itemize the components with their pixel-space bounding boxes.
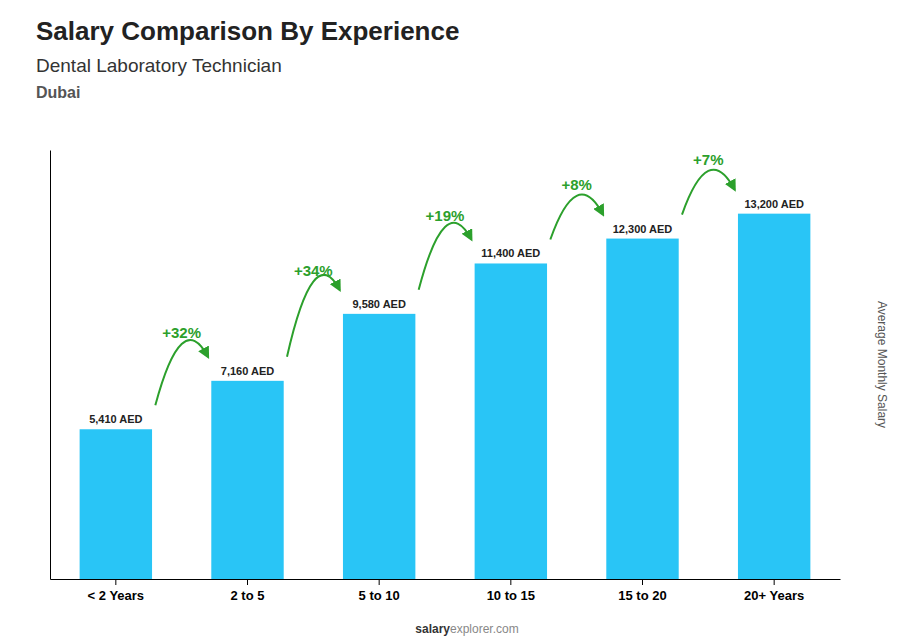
growth-label: +7% [693, 151, 723, 168]
y-axis-title: Average Monthly Salary [875, 301, 889, 428]
growth-arrow [287, 275, 340, 357]
x-tick: 15 to 20 [618, 579, 666, 603]
growth-label: +32% [162, 324, 201, 341]
growth-label: +34% [294, 262, 333, 279]
data-label: 7,160 AED [221, 365, 274, 377]
x-tick: 5 to 10 [359, 579, 400, 603]
data-label: 5,410 AED [89, 413, 142, 425]
subtitle: Dental Laboratory Technician [36, 55, 282, 76]
x-tick-mark [510, 579, 511, 585]
x-tick-label: 10 to 15 [487, 588, 535, 603]
x-tick: 2 to 5 [231, 579, 265, 603]
plot: < 2 Years 2 to 5 5 to 10 10 to 15 15 to 20 20… [51, 151, 841, 603]
growth-arrow [419, 223, 472, 290]
x-tick-mark [379, 579, 380, 585]
x-tick-label: 20+ Years [744, 588, 804, 603]
bar [211, 381, 283, 579]
bar [475, 263, 547, 579]
data-labels: 5,410 AED 7,160 AED 9,580 AED 11,400 AED 12,… [89, 198, 804, 426]
data-label: 11,400 AED [481, 247, 540, 259]
x-tick-label: 15 to 20 [618, 588, 666, 603]
growth-arrow [155, 340, 208, 405]
y-axis [50, 151, 51, 580]
bar [343, 314, 415, 579]
x-tick-mark [774, 579, 775, 585]
x-tick-label: 5 to 10 [359, 588, 400, 603]
growth-arrow [682, 170, 735, 215]
bar [80, 429, 152, 579]
title: Salary Comparison By Experience [36, 16, 459, 46]
bars [80, 214, 811, 579]
x-tick: < 2 Years [88, 579, 145, 603]
subtitle: Dubai [36, 84, 80, 101]
growth-label: +8% [561, 176, 591, 193]
x-tick: 20+ Years [744, 579, 804, 603]
annotations: +32% +34% +19% +8% +7% [155, 151, 734, 405]
x-axis: < 2 Years 2 to 5 5 to 10 10 to 15 15 to 20 20… [51, 579, 841, 603]
footer-part: explorer [450, 622, 493, 636]
chart: Salary Comparison By Experience Dental La… [0, 0, 900, 641]
bar [738, 214, 810, 579]
x-tick: 10 to 15 [487, 579, 535, 603]
footer-brand: salary [415, 622, 450, 636]
footer-part: .com [493, 622, 519, 636]
x-axis-line [51, 579, 841, 580]
growth-label: +19% [426, 207, 465, 224]
x-tick-mark [115, 579, 116, 585]
y-axis-line [50, 151, 51, 580]
bar [606, 239, 678, 579]
footer-site: explorer.com [450, 622, 519, 636]
x-tick-mark [247, 579, 248, 585]
x-tick-label: 2 to 5 [231, 588, 265, 603]
data-label: 9,580 AED [352, 298, 405, 310]
x-tick-label: < 2 Years [88, 588, 145, 603]
data-label: 12,300 AED [613, 223, 673, 235]
x-tick-mark [642, 579, 643, 585]
growth-arrow [550, 195, 603, 240]
data-label: 13,200 AED [744, 198, 804, 210]
